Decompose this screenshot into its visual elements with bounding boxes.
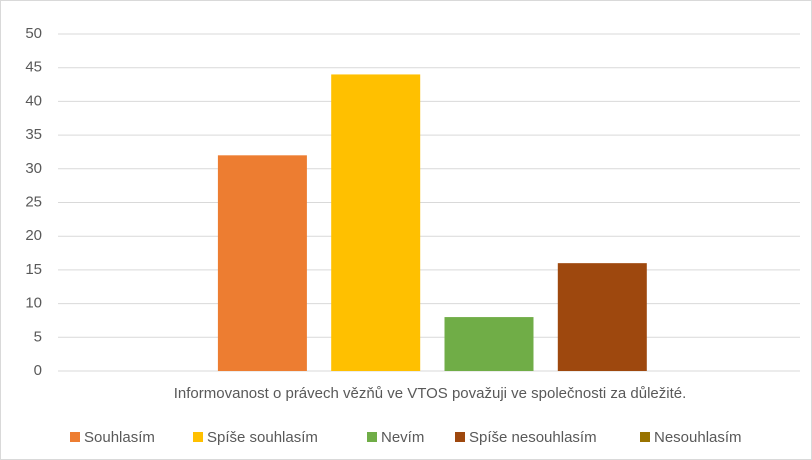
legend-swatch (367, 432, 377, 442)
y-tick-label: 40 (25, 92, 42, 109)
legend-label: Souhlasím (84, 429, 155, 446)
legend-label: Spíše souhlasím (207, 429, 318, 446)
legend-swatch (193, 432, 203, 442)
bar (331, 74, 421, 371)
legend-label: Nesouhlasím (654, 429, 742, 446)
bar (217, 155, 307, 371)
legend-swatch (70, 432, 80, 442)
y-tick-label: 5 (34, 328, 42, 345)
x-tick-label: Informovanost o právech vězňů ve VTOS po… (174, 385, 687, 402)
bar (557, 263, 647, 371)
y-tick-label: 20 (25, 227, 42, 244)
y-tick-label: 10 (25, 295, 42, 312)
y-tick-label: 50 (25, 25, 42, 42)
legend-swatch (455, 432, 465, 442)
legend-swatch (640, 432, 650, 442)
y-tick-label: 45 (25, 59, 42, 76)
y-tick-label: 30 (25, 160, 42, 177)
y-tick-label: 0 (34, 362, 42, 379)
legend-label: Nevím (381, 429, 424, 446)
y-tick-label: 15 (25, 261, 42, 278)
bar (444, 317, 534, 371)
y-tick-label: 25 (25, 193, 42, 210)
y-tick-label: 35 (25, 126, 42, 143)
legend-label: Spíše nesouhlasím (469, 429, 597, 446)
